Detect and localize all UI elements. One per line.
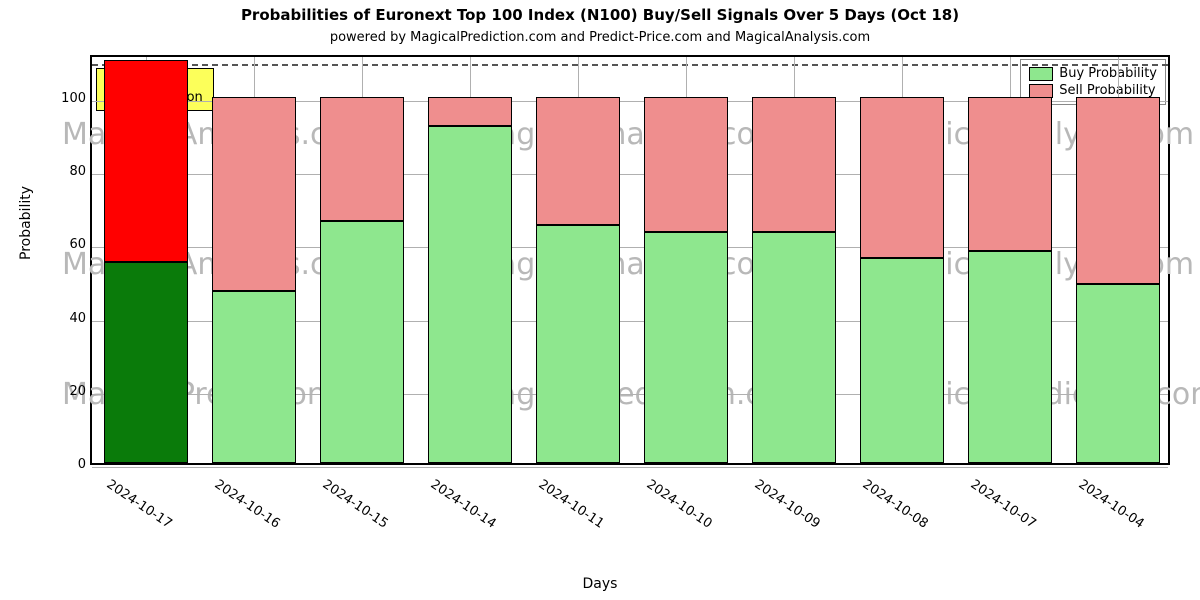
- xtick-label: 2024-10-09: [752, 477, 823, 532]
- bar-buy: [644, 232, 728, 463]
- bar-buy: [320, 221, 404, 463]
- bar-sell: [752, 97, 836, 232]
- bar-buy: [1076, 284, 1160, 463]
- bar-column: [968, 53, 1052, 463]
- bar-buy: [536, 225, 620, 463]
- bar-column: [104, 53, 188, 463]
- bar-sell: [320, 97, 404, 221]
- xtick-label: 2024-10-10: [644, 477, 715, 532]
- bar-sell: [212, 97, 296, 291]
- xtick-label: 2024-10-08: [860, 477, 931, 532]
- ytick-label: 100: [26, 91, 86, 106]
- ytick-label: 40: [26, 311, 86, 326]
- bar-column: [320, 53, 404, 463]
- chart-container: Probabilities of Euronext Top 100 Index …: [0, 0, 1200, 600]
- chart-title: Probabilities of Euronext Top 100 Index …: [0, 6, 1200, 24]
- xtick-label: 2024-10-15: [320, 477, 391, 532]
- bar-column: [752, 53, 836, 463]
- bar-sell: [968, 97, 1052, 251]
- bar-column: [644, 53, 728, 463]
- x-axis-label: Days: [0, 576, 1200, 592]
- bar-buy: [860, 258, 944, 463]
- bar-sell: [104, 60, 188, 261]
- ytick-label: 20: [26, 384, 86, 399]
- chart-subtitle: powered by MagicalPrediction.com and Pre…: [0, 30, 1200, 45]
- bar-buy: [104, 262, 188, 463]
- bar-sell: [536, 97, 620, 225]
- bar-column: [212, 53, 296, 463]
- bar-buy: [428, 126, 512, 463]
- bar-column: [1076, 53, 1160, 463]
- ytick-label: 0: [26, 457, 86, 472]
- bar-buy: [212, 291, 296, 463]
- xtick-label: 2024-10-11: [536, 477, 607, 532]
- bar-buy: [968, 251, 1052, 463]
- bar-column: [428, 53, 512, 463]
- bar-column: [860, 53, 944, 463]
- xtick-label: 2024-10-07: [968, 477, 1039, 532]
- bar-buy: [752, 232, 836, 463]
- bar-sell: [428, 97, 512, 126]
- gridline-horizontal: [92, 467, 1168, 468]
- watermark: MagicalAnalysis.com: [472, 117, 784, 152]
- watermark: MagicalAnalysis.com: [472, 247, 784, 282]
- ytick-label: 60: [26, 237, 86, 252]
- bar-column: [536, 53, 620, 463]
- xtick-label: 2024-10-04: [1076, 477, 1147, 532]
- plot-area: MagicalAnalysis.com MagicalAnalysis.com …: [90, 55, 1170, 465]
- bar-sell: [860, 97, 944, 258]
- xtick-label: 2024-10-16: [212, 477, 283, 532]
- ytick-label: 80: [26, 164, 86, 179]
- bar-sell: [644, 97, 728, 232]
- xtick-label: 2024-10-14: [428, 477, 499, 532]
- xtick-label: 2024-10-17: [104, 477, 175, 532]
- bar-sell: [1076, 97, 1160, 284]
